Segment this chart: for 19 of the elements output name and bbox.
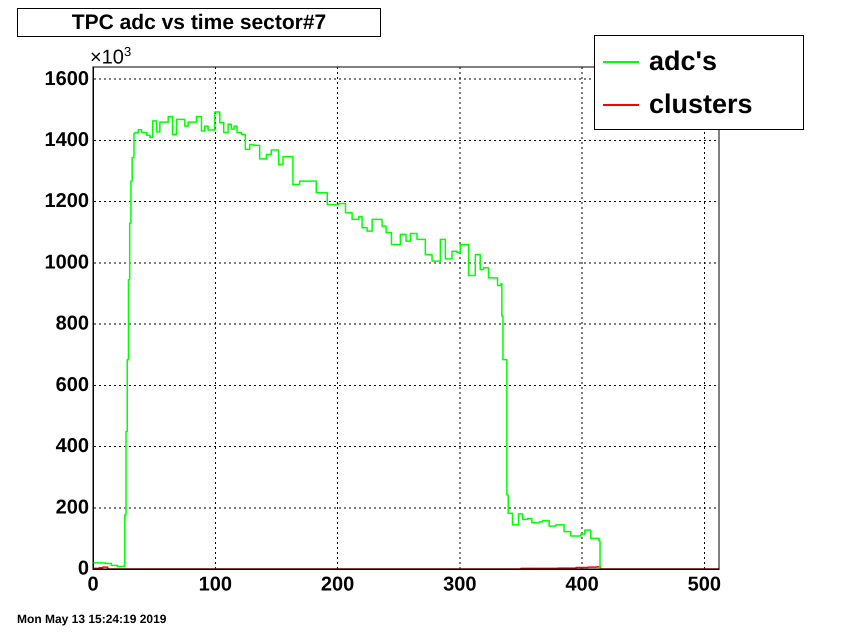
x-tick-label: 500 — [688, 574, 722, 596]
y-tick-label: 0 — [78, 558, 89, 580]
y-tick-label: 1600 — [44, 68, 89, 90]
annotation: ×10$^{3}$ — [90, 44, 132, 70]
y-tick-label: 1000 — [44, 251, 89, 274]
x-tick-label: 200 — [320, 574, 354, 596]
text: Mon May 13 15:24:19 2019 — [17, 612, 166, 626]
y-tick-label: 1200 — [44, 190, 89, 212]
x-tick-label: 400 — [565, 574, 599, 596]
chart-title: TPC adc vs time sector#7 — [17, 8, 381, 37]
y-tick-label: 200 — [56, 496, 89, 518]
y-tick-label: 400 — [56, 435, 89, 458]
y-tick-label: 800 — [56, 312, 89, 335]
legend-label: clusters — [649, 89, 753, 120]
y-tick-label: 1400 — [44, 128, 89, 151]
x-tick-label: 100 — [198, 574, 232, 596]
legend-label: adc's — [649, 46, 717, 77]
y-tick-label: 600 — [56, 374, 89, 396]
x-tick-label: 300 — [443, 574, 476, 596]
